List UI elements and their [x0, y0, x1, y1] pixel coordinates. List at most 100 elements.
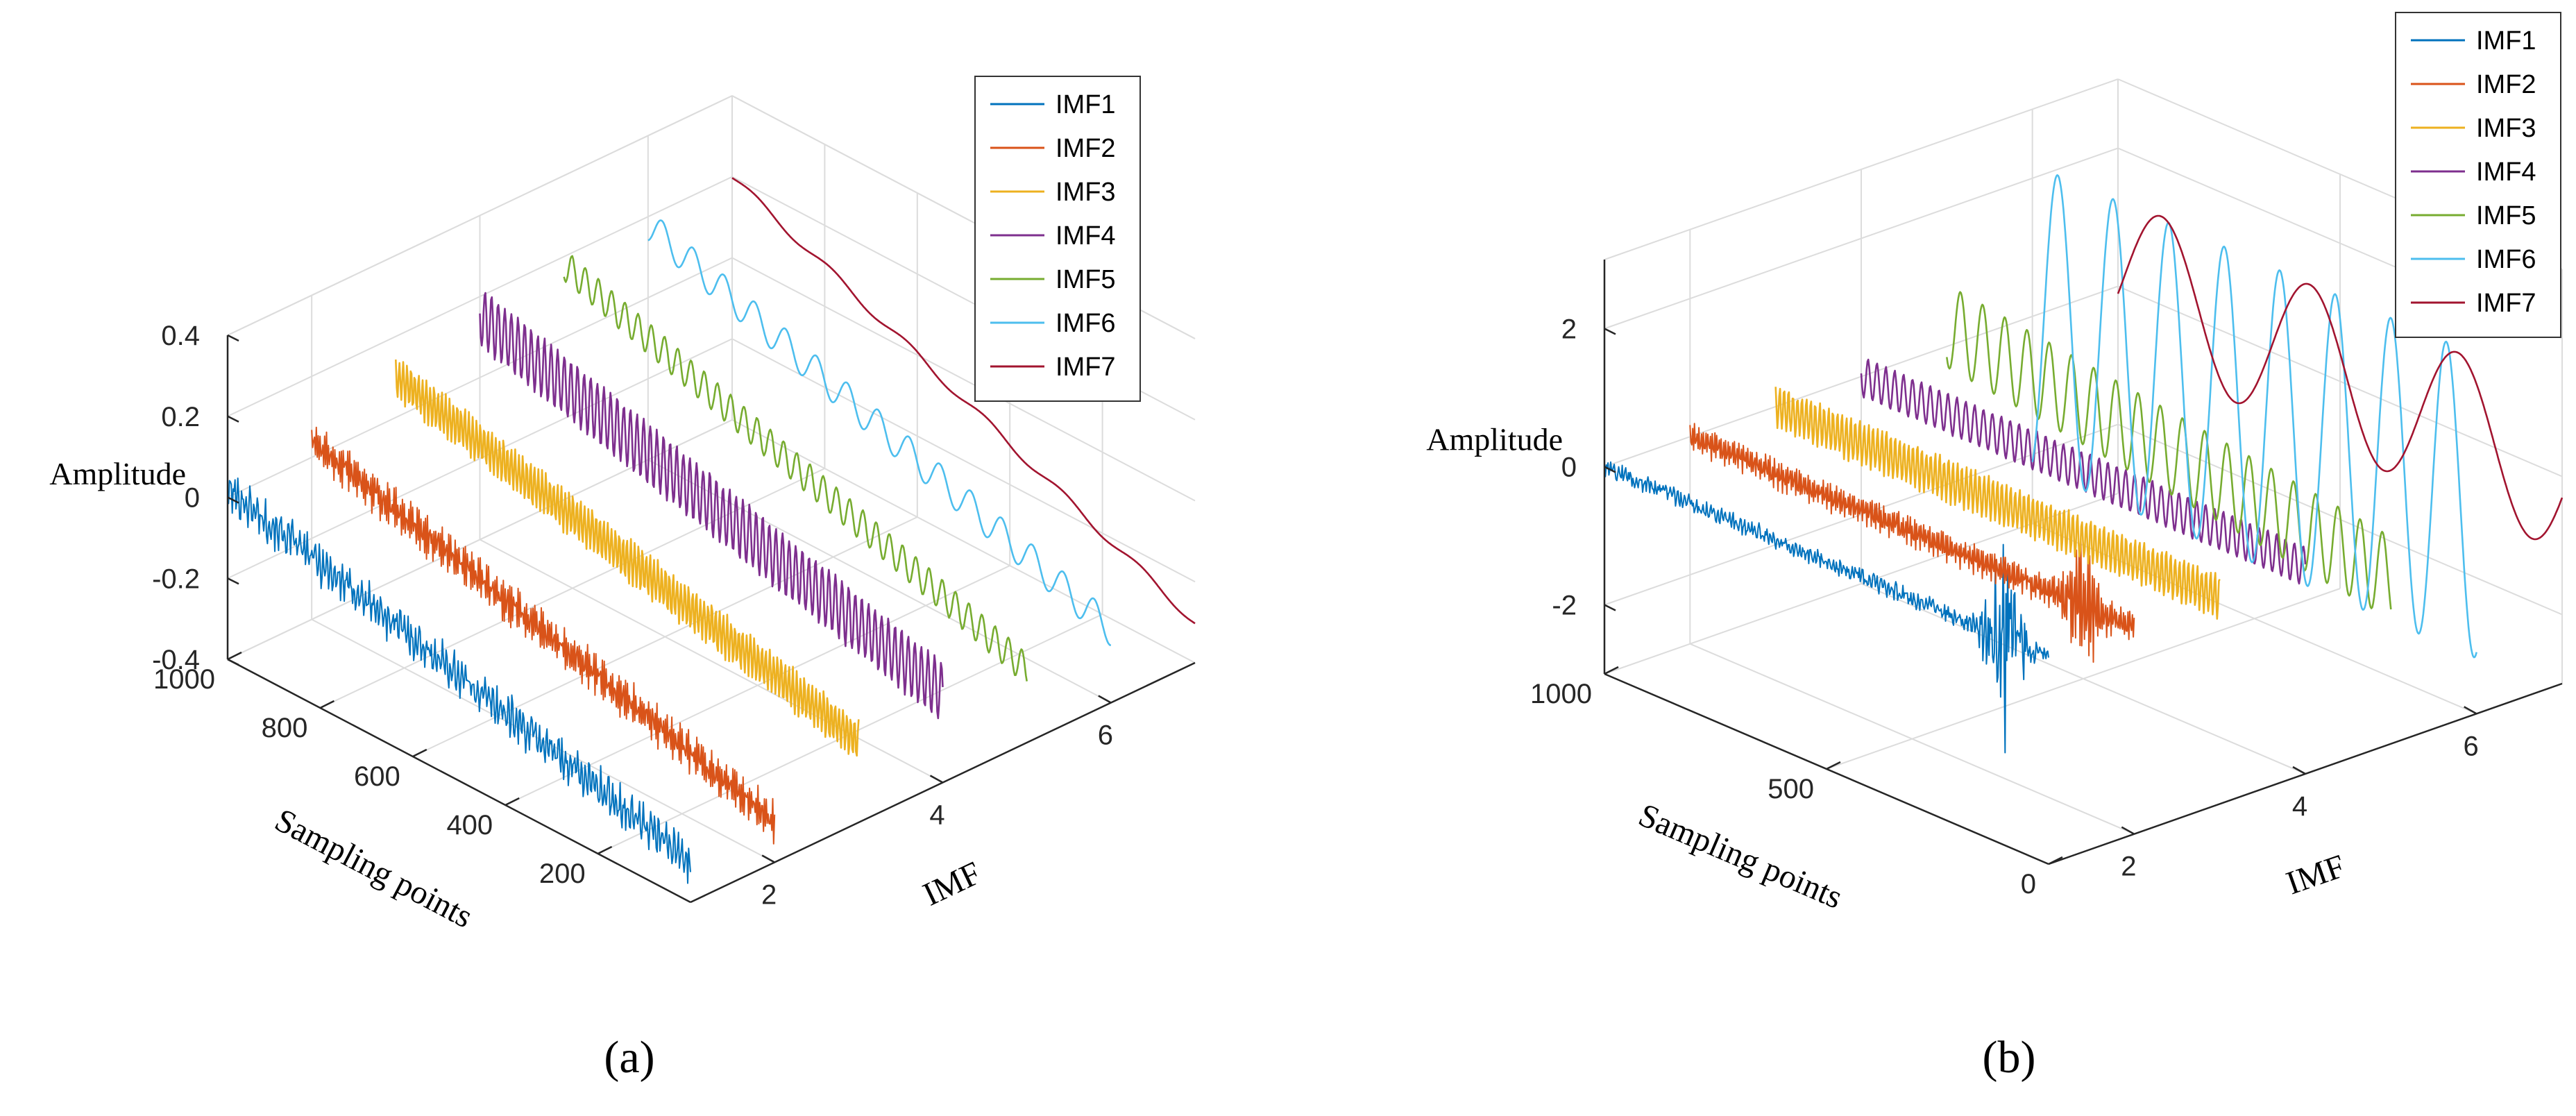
legend-label-imf4: IMF4: [2476, 158, 2536, 187]
amplitude-tick-label: -0.2: [152, 564, 200, 594]
sampling-tick-label: 500: [1768, 774, 1814, 804]
grid-line: [412, 516, 918, 757]
sampling-tick: [505, 797, 520, 806]
series-group: [227, 177, 1196, 884]
amplitude-axis-title: Amplitude: [49, 456, 186, 491]
legend-label-imf6: IMF6: [1056, 309, 1116, 338]
amplitude-tick: [227, 577, 239, 585]
series-imf1: [227, 477, 691, 884]
sampling-tick-label: 1000: [153, 664, 215, 695]
amplitude-tick: [1604, 604, 1616, 611]
legend-label-imf1: IMF1: [2476, 26, 2536, 56]
series-imf4: [479, 291, 944, 720]
legend-label-imf2: IMF2: [2476, 70, 2536, 99]
series-imf7: [731, 177, 1196, 625]
grid-line: [1604, 423, 2119, 606]
sampling-tick: [598, 845, 613, 855]
sampling-tick-label: 1000: [1530, 679, 1592, 709]
sampling-tick-label: 600: [354, 761, 400, 792]
imf-tick: [2121, 826, 2135, 835]
grid-line: [1604, 493, 2119, 675]
amplitude-tick: [227, 658, 239, 666]
chart-panel-b: 2 4 6 0 500 1000 -2 0 2 IMF Sampling points Amplitu…: [1426, 12, 2564, 1083]
imf-tick: [2464, 706, 2477, 715]
series-imf1: [1604, 461, 2049, 754]
legend-label-imf3: IMF3: [1056, 178, 1116, 207]
amplitude-tick: [1604, 466, 1616, 473]
legend-label-imf5: IMF5: [1056, 265, 1116, 294]
amplitude-tick: [1604, 328, 1616, 335]
legend-label-imf5: IMF5: [2476, 201, 2536, 230]
amplitude-tick-label: 0: [1561, 453, 1577, 483]
series-imf2: [311, 426, 776, 845]
series-group: [1604, 174, 2564, 754]
sampling-tick-label: 400: [446, 810, 493, 840]
series-imf6: [2031, 174, 2477, 659]
amplitude-tick-label: 0.2: [161, 402, 200, 432]
series-imf3: [1774, 387, 2221, 620]
grid-line: [731, 338, 1196, 583]
grid-line: [227, 176, 733, 417]
sampling-tick-label: 800: [262, 713, 308, 743]
series-imf7: [2117, 214, 2564, 541]
axes: 2 4 6 0 500 1000 -2 0 2 IMF Sampling points Amplitu…: [1426, 260, 2563, 916]
grid-line: [1604, 147, 2119, 330]
legend-label-imf6: IMF6: [2476, 245, 2536, 274]
amplitude-tick: [227, 334, 239, 342]
legend-label-imf2: IMF2: [1056, 134, 1116, 163]
imf-tick-label: 2: [2121, 852, 2136, 882]
chart-panel-a: 2462004006008001000-0.4-0.200.20.4IMFSam…: [49, 76, 1196, 1083]
imf-tick-label: 4: [929, 800, 944, 831]
legend: IMF1 IMF2 IMF3 IMF4 IMF5 IMF6 IMF7: [2395, 12, 2561, 338]
amplitude-tick: [227, 496, 239, 504]
legend-label-imf1: IMF1: [1056, 90, 1116, 119]
legend-box: [2395, 12, 2561, 338]
grid-line: [731, 419, 1196, 663]
grid-line: [731, 257, 1196, 502]
series-imf3: [395, 360, 860, 757]
grid-line: [319, 468, 825, 709]
sampling-axis-title: Sampling points: [1634, 797, 1848, 916]
box-edge: [227, 95, 733, 336]
axes: 2462004006008001000-0.4-0.200.20.4IMFSam…: [49, 321, 1196, 936]
sampling-axis-line: [227, 658, 691, 904]
legend-label-imf7: IMF7: [2476, 289, 2536, 318]
amplitude-tick: [227, 415, 239, 423]
imf-tick: [1098, 695, 1112, 704]
amplitude-tick-label: 0: [185, 483, 200, 514]
grid-line: [227, 257, 733, 498]
sampling-tick: [1826, 761, 1841, 770]
imf-tick-label: 6: [1098, 720, 1113, 751]
legend-box: [974, 76, 1141, 402]
sampling-tick: [412, 748, 427, 758]
series-imf2: [1689, 423, 2135, 663]
amplitude-tick-label: -2: [1552, 591, 1577, 621]
imf-axis-title: IMF: [917, 854, 987, 913]
panel-label: (b): [1983, 1032, 2036, 1083]
grid-line: [2117, 285, 2563, 477]
imf-tick-label: 2: [761, 880, 777, 911]
amplitude-tick-label: 2: [1561, 314, 1577, 345]
imf-tick-label: 6: [2464, 731, 2479, 761]
amplitude-axis-title: Amplitude: [1426, 422, 1563, 457]
imf-axis-title: IMF: [2282, 847, 2350, 902]
legend-label-imf3: IMF3: [2476, 114, 2536, 143]
grid-line: [227, 338, 733, 580]
imf-tick: [761, 854, 775, 863]
amplitude-tick-label: 0.4: [161, 321, 200, 351]
legend-label-imf4: IMF4: [1056, 221, 1116, 251]
series-imf4: [1860, 358, 2307, 585]
grid-line: [647, 459, 1112, 704]
sampling-tick: [1604, 666, 1619, 675]
grid-line: [1826, 588, 2341, 770]
sampling-tick-label: 0: [2021, 869, 2036, 899]
grid-line: [480, 539, 943, 784]
legend-label-imf7: IMF7: [1056, 353, 1116, 382]
panel-label: (a): [604, 1032, 654, 1083]
imf-tick: [2292, 766, 2306, 775]
series-imf6: [647, 219, 1112, 647]
sampling-tick: [2048, 856, 2063, 865]
sampling-tick-label: 200: [539, 859, 586, 889]
sampling-tick: [319, 700, 334, 709]
